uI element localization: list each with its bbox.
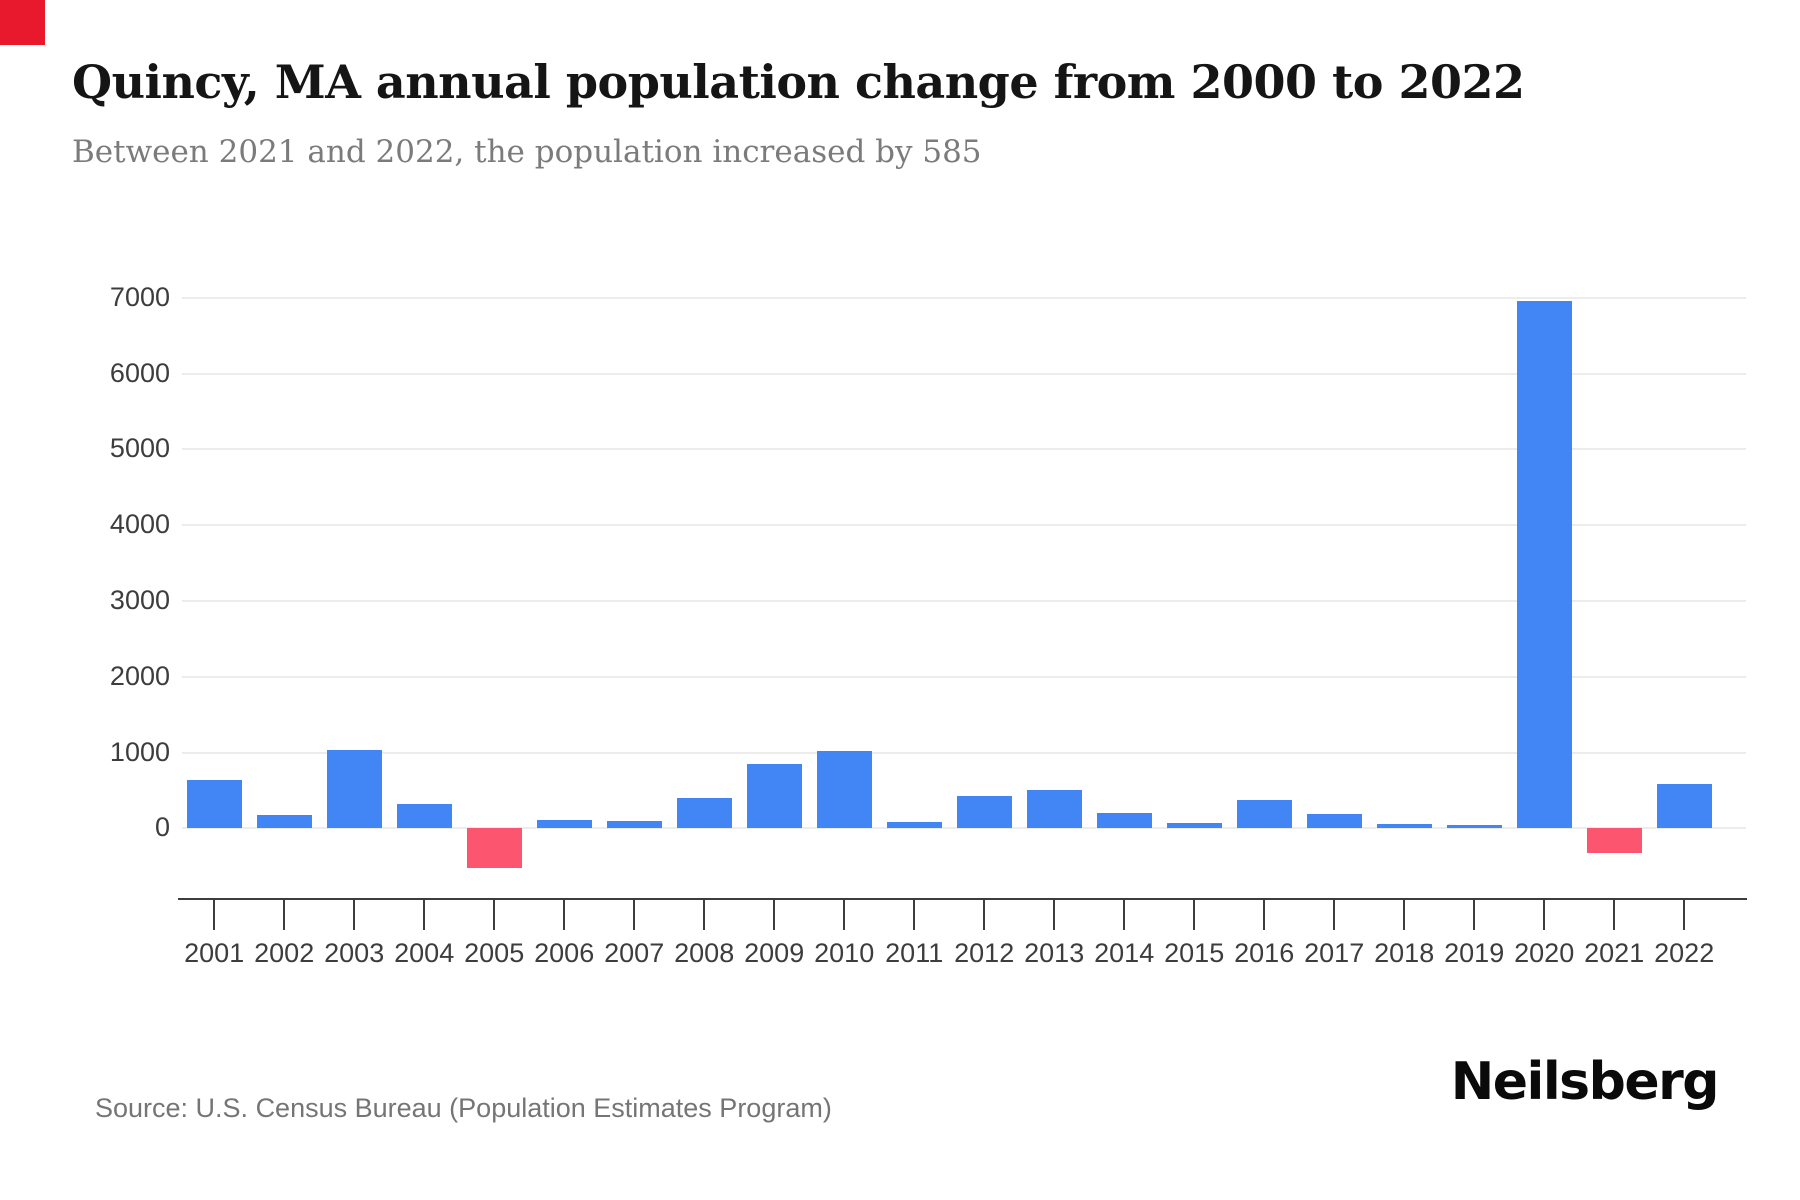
bar-2022 [1656,783,1712,829]
x-axis-label-2014: 2014 [1094,938,1155,968]
gridline-4000 [182,524,1746,527]
x-axis-label-2021: 2021 [1584,938,1645,968]
x-axis-label-2002: 2002 [254,938,315,968]
x-axis-label-2012: 2012 [954,938,1015,968]
x-tick-2009 [773,898,776,930]
x-axis-label-2022: 2022 [1654,938,1715,968]
x-tick-2017 [1333,898,1336,930]
y-axis-label-6000: 6000 [109,357,170,388]
x-axis-label-2001: 2001 [184,938,245,968]
bar-2008 [676,797,732,829]
x-tick-2021 [1613,898,1616,930]
gridline-0 [182,827,1746,830]
x-tick-2008 [703,898,706,930]
x-axis-label-2008: 2008 [674,938,735,968]
x-tick-2016 [1263,898,1266,930]
y-axis-label-2000: 2000 [109,660,170,691]
x-axis-label-2006: 2006 [534,938,595,968]
bar-2003 [326,750,382,829]
y-axis-label-5000: 5000 [109,433,170,464]
bar-2012 [956,796,1012,829]
x-tick-2003 [353,898,356,930]
bar-2021 [1586,828,1642,854]
bar-2015 [1166,822,1222,829]
y-axis-label-4000: 4000 [109,509,170,540]
x-tick-2018 [1403,898,1406,930]
bar-2019 [1446,824,1502,829]
chart-subtitle: Between 2021 and 2022, the population in… [72,134,982,170]
bar-2002 [256,814,312,829]
y-axis-label-3000: 3000 [109,584,170,615]
bar-2013 [1026,790,1082,829]
y-axis-label-1000: 1000 [109,736,170,767]
brand-red-square [0,0,45,45]
x-axis-label-2007: 2007 [604,938,665,968]
bar-2016 [1236,800,1292,829]
x-tick-2011 [913,898,916,930]
bar-2010 [816,750,872,829]
bar-2017 [1306,814,1362,829]
x-axis-label-2011: 2011 [885,938,944,968]
x-tick-2020 [1543,898,1546,930]
x-tick-2002 [283,898,286,930]
gridline-1000 [182,751,1746,754]
bar-2018 [1376,823,1432,829]
x-axis-line [178,898,1747,900]
x-tick-2001 [213,898,216,930]
bar-2014 [1096,813,1152,829]
x-tick-2014 [1123,898,1126,930]
x-tick-2004 [423,898,426,930]
x-tick-2022 [1683,898,1686,930]
x-axis-label-2010: 2010 [814,938,875,968]
x-tick-2007 [633,898,636,930]
x-tick-2015 [1193,898,1196,930]
bar-2009 [746,763,802,829]
gridline-7000 [182,296,1746,299]
x-axis-label-2005: 2005 [464,938,525,968]
gridline-5000 [182,448,1746,451]
x-tick-2013 [1053,898,1056,930]
x-axis-label-2015: 2015 [1164,938,1225,968]
x-axis-label-2009: 2009 [744,938,805,968]
y-axis-label-7000: 7000 [109,281,170,312]
x-tick-2012 [983,898,986,930]
bar-2006 [536,820,592,829]
neilsberg-logo: Neilsberg [1450,1052,1720,1112]
gridline-6000 [182,372,1746,375]
x-axis-label-2019: 2019 [1444,938,1505,968]
x-axis-label-2013: 2013 [1024,938,1085,968]
gridline-3000 [182,599,1746,602]
bar-2020 [1516,301,1572,829]
y-axis-label-0: 0 [154,812,170,843]
source-attribution: Source: U.S. Census Bureau (Population E… [95,1093,832,1123]
x-axis-label-2017: 2017 [1304,938,1365,968]
x-axis-label-2020: 2020 [1514,938,1575,968]
x-tick-2019 [1473,898,1476,930]
x-axis-label-2016: 2016 [1234,938,1295,968]
x-tick-2010 [843,898,846,930]
chart-title: Quincy, MA annual population change from… [72,55,1525,109]
x-tick-2005 [493,898,496,930]
x-axis-label-2003: 2003 [324,938,385,968]
bar-2004 [396,804,452,829]
bar-2011 [886,821,942,829]
bar-2007 [606,821,662,829]
bar-2005 [466,828,522,868]
x-axis-label-2004: 2004 [394,938,455,968]
bar-2001 [186,779,242,829]
x-axis-label-2018: 2018 [1374,938,1435,968]
x-tick-2006 [563,898,566,930]
gridline-2000 [182,675,1746,678]
